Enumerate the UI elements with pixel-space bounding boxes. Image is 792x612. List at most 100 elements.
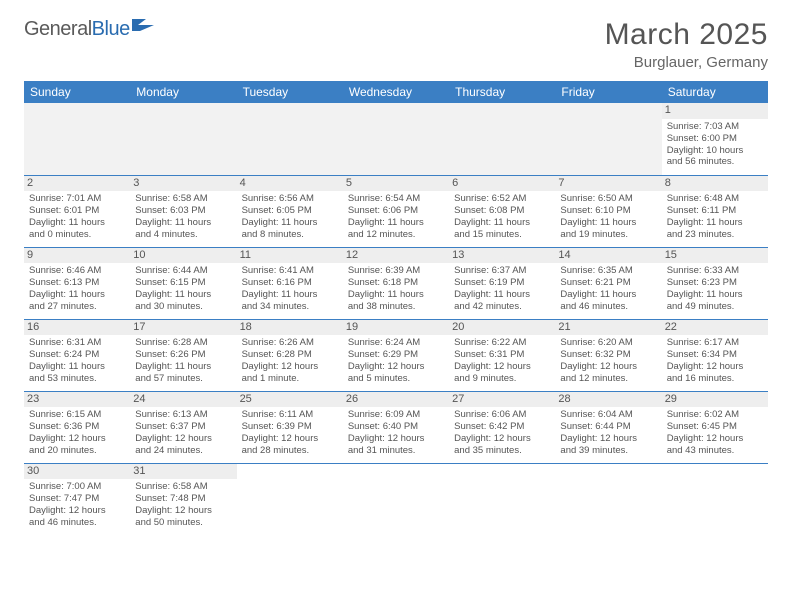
- daylight-text: and 15 minutes.: [454, 229, 550, 241]
- daylight-text: Daylight: 12 hours: [667, 361, 763, 373]
- calendar-cell: 9Sunrise: 6:46 AMSunset: 6:13 PMDaylight…: [24, 247, 130, 319]
- day-number: 13: [449, 248, 555, 264]
- sunset-text: Sunset: 6:15 PM: [135, 277, 231, 289]
- day-number: 4: [237, 176, 343, 192]
- daylight-text: Daylight: 11 hours: [667, 217, 763, 229]
- daylight-text: Daylight: 11 hours: [135, 289, 231, 301]
- sunset-text: Sunset: 6:42 PM: [454, 421, 550, 433]
- day-number: 10: [130, 248, 236, 264]
- sunset-text: Sunset: 6:10 PM: [560, 205, 656, 217]
- daylight-text: and 27 minutes.: [29, 301, 125, 313]
- daylight-text: Daylight: 12 hours: [242, 433, 338, 445]
- sunset-text: Sunset: 6:08 PM: [454, 205, 550, 217]
- location-title: Burglauer, Germany: [605, 54, 768, 71]
- day-number: 20: [449, 320, 555, 336]
- sunrise-text: Sunrise: 6:33 AM: [667, 265, 763, 277]
- sunset-text: Sunset: 6:34 PM: [667, 349, 763, 361]
- day-number: 17: [130, 320, 236, 336]
- daylight-text: Daylight: 12 hours: [667, 433, 763, 445]
- calendar-cell: 16Sunrise: 6:31 AMSunset: 6:24 PMDayligh…: [24, 319, 130, 391]
- calendar-cell: 27Sunrise: 6:06 AMSunset: 6:42 PMDayligh…: [449, 391, 555, 463]
- weekday-header: Saturday: [662, 81, 768, 103]
- daylight-text: and 12 minutes.: [560, 373, 656, 385]
- sunrise-text: Sunrise: 6:11 AM: [242, 409, 338, 421]
- sunset-text: Sunset: 6:40 PM: [348, 421, 444, 433]
- calendar-cell: 21Sunrise: 6:20 AMSunset: 6:32 PMDayligh…: [555, 319, 661, 391]
- sunset-text: Sunset: 6:24 PM: [29, 349, 125, 361]
- sunrise-text: Sunrise: 6:56 AM: [242, 193, 338, 205]
- sunrise-text: Sunrise: 6:58 AM: [135, 193, 231, 205]
- logo-text-2: Blue: [92, 18, 130, 41]
- sunrise-text: Sunrise: 7:01 AM: [29, 193, 125, 205]
- weekday-header: Tuesday: [237, 81, 343, 103]
- sunrise-text: Sunrise: 6:58 AM: [135, 481, 231, 493]
- day-number: 29: [662, 392, 768, 408]
- sunrise-text: Sunrise: 6:52 AM: [454, 193, 550, 205]
- calendar-row: 9Sunrise: 6:46 AMSunset: 6:13 PMDaylight…: [24, 247, 768, 319]
- sunrise-text: Sunrise: 6:50 AM: [560, 193, 656, 205]
- calendar-cell: [555, 463, 661, 535]
- calendar-cell: [237, 463, 343, 535]
- calendar-cell: 25Sunrise: 6:11 AMSunset: 6:39 PMDayligh…: [237, 391, 343, 463]
- calendar-cell: 1Sunrise: 7:03 AMSunset: 6:00 PMDaylight…: [662, 103, 768, 175]
- calendar-cell: 31Sunrise: 6:58 AMSunset: 7:48 PMDayligh…: [130, 463, 236, 535]
- sunset-text: Sunset: 6:45 PM: [667, 421, 763, 433]
- daylight-text: Daylight: 11 hours: [560, 289, 656, 301]
- weekday-header: Monday: [130, 81, 236, 103]
- calendar-cell: 6Sunrise: 6:52 AMSunset: 6:08 PMDaylight…: [449, 175, 555, 247]
- title-block: March 2025 Burglauer, Germany: [605, 18, 768, 71]
- sunrise-text: Sunrise: 6:41 AM: [242, 265, 338, 277]
- day-number: 2: [24, 176, 130, 192]
- day-number: 16: [24, 320, 130, 336]
- day-number: 3: [130, 176, 236, 192]
- sunset-text: Sunset: 6:44 PM: [560, 421, 656, 433]
- calendar-row: 30Sunrise: 7:00 AMSunset: 7:47 PMDayligh…: [24, 463, 768, 535]
- daylight-text: and 53 minutes.: [29, 373, 125, 385]
- daylight-text: Daylight: 11 hours: [135, 217, 231, 229]
- day-number: 14: [555, 248, 661, 264]
- daylight-text: Daylight: 11 hours: [348, 289, 444, 301]
- daylight-text: and 46 minutes.: [560, 301, 656, 313]
- daylight-text: Daylight: 11 hours: [454, 217, 550, 229]
- day-number: 31: [130, 464, 236, 480]
- daylight-text: Daylight: 10 hours: [667, 145, 763, 157]
- calendar-cell: 14Sunrise: 6:35 AMSunset: 6:21 PMDayligh…: [555, 247, 661, 319]
- calendar-cell: [555, 103, 661, 175]
- calendar-cell: [343, 103, 449, 175]
- daylight-text: and 4 minutes.: [135, 229, 231, 241]
- daylight-text: and 1 minute.: [242, 373, 338, 385]
- sunset-text: Sunset: 6:00 PM: [667, 133, 763, 145]
- day-number: 21: [555, 320, 661, 336]
- sunrise-text: Sunrise: 6:39 AM: [348, 265, 444, 277]
- sunrise-text: Sunrise: 6:35 AM: [560, 265, 656, 277]
- daylight-text: and 49 minutes.: [667, 301, 763, 313]
- sunrise-text: Sunrise: 6:09 AM: [348, 409, 444, 421]
- daylight-text: Daylight: 11 hours: [242, 289, 338, 301]
- calendar-row: 2Sunrise: 7:01 AMSunset: 6:01 PMDaylight…: [24, 175, 768, 247]
- daylight-text: and 57 minutes.: [135, 373, 231, 385]
- calendar-cell: 18Sunrise: 6:26 AMSunset: 6:28 PMDayligh…: [237, 319, 343, 391]
- daylight-text: and 38 minutes.: [348, 301, 444, 313]
- calendar-cell: 17Sunrise: 6:28 AMSunset: 6:26 PMDayligh…: [130, 319, 236, 391]
- sunrise-text: Sunrise: 6:17 AM: [667, 337, 763, 349]
- calendar-cell: 10Sunrise: 6:44 AMSunset: 6:15 PMDayligh…: [130, 247, 236, 319]
- sunrise-text: Sunrise: 6:48 AM: [667, 193, 763, 205]
- calendar-cell: 29Sunrise: 6:02 AMSunset: 6:45 PMDayligh…: [662, 391, 768, 463]
- daylight-text: Daylight: 11 hours: [454, 289, 550, 301]
- daylight-text: Daylight: 12 hours: [348, 433, 444, 445]
- day-number: 30: [24, 464, 130, 480]
- daylight-text: Daylight: 12 hours: [560, 433, 656, 445]
- day-number: 12: [343, 248, 449, 264]
- day-number: 7: [555, 176, 661, 192]
- sunrise-text: Sunrise: 7:03 AM: [667, 121, 763, 133]
- day-number: 5: [343, 176, 449, 192]
- daylight-text: and 56 minutes.: [667, 156, 763, 168]
- sunset-text: Sunset: 6:11 PM: [667, 205, 763, 217]
- calendar-cell: 30Sunrise: 7:00 AMSunset: 7:47 PMDayligh…: [24, 463, 130, 535]
- daylight-text: and 50 minutes.: [135, 517, 231, 529]
- day-number: 23: [24, 392, 130, 408]
- daylight-text: and 19 minutes.: [560, 229, 656, 241]
- daylight-text: Daylight: 12 hours: [29, 505, 125, 517]
- sunrise-text: Sunrise: 6:15 AM: [29, 409, 125, 421]
- sunset-text: Sunset: 6:28 PM: [242, 349, 338, 361]
